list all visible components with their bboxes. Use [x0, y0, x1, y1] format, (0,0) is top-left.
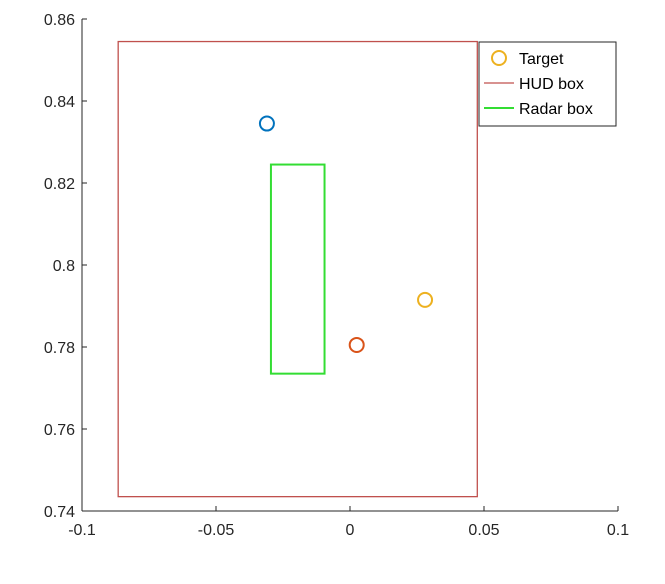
x-tick-label: 0: [346, 522, 355, 539]
legend-label: Target: [519, 51, 564, 68]
x-tick-label: 0.05: [468, 522, 499, 539]
legend-label: HUD box: [519, 76, 584, 93]
y-tick-label: 0.74: [44, 504, 75, 521]
y-ticks: 0.74 0.76 0.78 0.8 0.82 0.84 0.86: [44, 12, 87, 521]
hud-box: [117, 40, 478, 498]
legend-frame: [478, 41, 617, 127]
radar-box: [269, 163, 326, 375]
x-tick-label: -0.05: [198, 522, 235, 539]
y-tick-label: 0.82: [44, 176, 75, 193]
y-tick-label: 0.84: [44, 94, 75, 111]
data-point: [417, 291, 434, 308]
points: [258, 115, 434, 353]
legend: Target HUD box Radar box: [478, 41, 617, 127]
y-tick-label: 0.86: [44, 12, 75, 29]
legend-marker-target: [491, 50, 507, 66]
legend-label: Radar box: [519, 101, 593, 118]
y-tick-label: 0.8: [53, 258, 75, 275]
y-tick-label: 0.76: [44, 422, 75, 439]
x-ticks: -0.1 -0.05 0 0.05 0.1: [68, 506, 629, 539]
data-point: [348, 336, 365, 353]
y-tick-label: 0.78: [44, 340, 75, 357]
x-tick-label: -0.1: [68, 522, 96, 539]
data-point: [258, 115, 275, 132]
boxes: [117, 40, 478, 498]
x-tick-label: 0.1: [607, 522, 629, 539]
